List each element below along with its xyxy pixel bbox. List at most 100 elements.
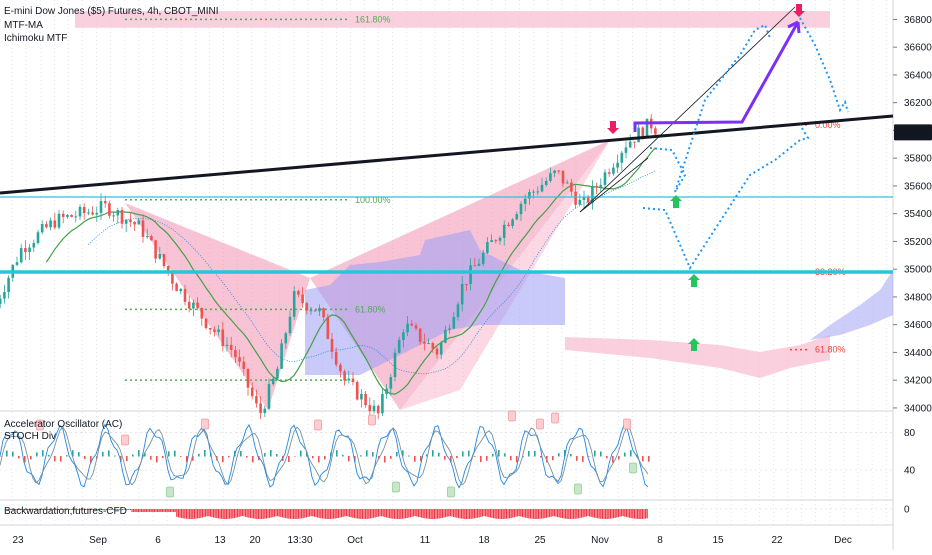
purple-arrowhead	[787, 20, 801, 34]
candle	[536, 186, 540, 196]
candle	[217, 325, 220, 336]
backw-bar	[438, 509, 440, 519]
backw-bar	[113, 509, 115, 510]
candle	[612, 163, 615, 176]
backw-bar	[150, 509, 152, 512]
axes: 34000 34200 34400 34600 34800 35000 35200 35400…	[12, 15, 932, 546]
backw-bar	[521, 509, 523, 517]
osc-bar	[450, 456, 452, 463]
backw-bar	[203, 509, 205, 518]
candle-body	[561, 170, 565, 184]
backw-bar	[573, 509, 575, 519]
candle-body	[99, 201, 103, 213]
backw-bar	[131, 509, 133, 512]
osc-bar	[438, 452, 440, 457]
backw-bar	[299, 509, 301, 519]
candle	[301, 287, 304, 308]
candle	[192, 299, 195, 317]
osc-bar	[264, 453, 266, 457]
candle-body	[301, 294, 304, 304]
osc-bar	[222, 456, 224, 463]
backw-bar	[179, 509, 181, 518]
candle-body	[385, 388, 388, 395]
backw-bar	[19, 509, 21, 510]
backw-bar	[349, 509, 351, 517]
candle-body	[654, 128, 657, 135]
y-tick-label: 35400	[904, 209, 932, 220]
last-price-box	[894, 124, 932, 141]
candle-body	[343, 371, 346, 381]
backw-bar	[40, 509, 42, 510]
osc-bar	[0, 456, 2, 457]
osc-bar	[84, 456, 86, 460]
candle-body	[284, 333, 288, 344]
backw-bar	[56, 509, 58, 510]
backw-bar	[241, 509, 243, 517]
candle-body	[133, 222, 136, 225]
candle-body	[116, 210, 120, 216]
backw-bar	[608, 509, 610, 519]
backw-bar	[331, 509, 333, 519]
candle	[515, 211, 519, 221]
candle-body	[255, 396, 258, 404]
backw-bar	[209, 509, 211, 517]
backw-bar	[190, 509, 192, 519]
candle	[423, 333, 426, 351]
candle	[544, 177, 548, 187]
candle	[82, 203, 86, 220]
backw-bar	[296, 509, 298, 519]
projection-upper	[649, 23, 771, 193]
backw-bar	[112, 509, 114, 510]
backw-bar	[433, 509, 435, 519]
candle-body	[297, 291, 300, 295]
osc-bar	[24, 456, 26, 463]
backw-bar	[637, 509, 639, 519]
candle-body	[32, 243, 36, 248]
candle-body	[599, 184, 603, 188]
backw-bar	[528, 509, 530, 519]
backw-bar	[424, 509, 426, 519]
backw-bar	[96, 509, 98, 510]
candle	[561, 170, 565, 188]
backw-bar	[469, 509, 471, 519]
div-marker-bear	[623, 418, 631, 430]
candle	[276, 366, 279, 379]
indicator-ichimoku: Ichimoku MTF	[4, 33, 68, 44]
candle-body	[53, 220, 57, 228]
candle-body	[108, 203, 111, 216]
backw-bar	[333, 509, 335, 519]
candle	[406, 316, 409, 337]
candle	[221, 321, 225, 352]
candle-body	[322, 308, 325, 318]
x-tick-label: 13:30	[287, 535, 312, 546]
osc-bar	[108, 450, 110, 457]
backw-bar	[5, 509, 7, 510]
osc-bar	[162, 456, 164, 459]
candle-body	[490, 240, 493, 243]
candle-body	[166, 265, 170, 273]
backw-bar	[30, 509, 32, 510]
candle	[242, 356, 246, 376]
candle	[486, 237, 489, 255]
candle	[448, 324, 451, 334]
backw-bar	[153, 509, 155, 512]
backw-bar	[77, 509, 79, 510]
backw-bar	[102, 509, 104, 510]
signal-arrows	[607, 4, 805, 351]
backw-bar	[121, 509, 123, 510]
backw-bar	[22, 509, 24, 510]
backw-bar	[280, 509, 282, 518]
backw-bar	[360, 509, 362, 519]
osc-tick-label: 40	[904, 466, 916, 477]
backw-bar	[262, 509, 264, 519]
candle-body	[7, 277, 10, 293]
candle-body	[103, 201, 107, 204]
backwardation-panel	[0, 508, 893, 519]
osc-bar	[444, 456, 446, 460]
backw-bar	[422, 509, 424, 518]
backw-bar	[158, 509, 160, 512]
candle-body	[150, 236, 153, 241]
fib-level-label: 61.80%	[815, 345, 846, 355]
candle-body	[528, 191, 531, 199]
